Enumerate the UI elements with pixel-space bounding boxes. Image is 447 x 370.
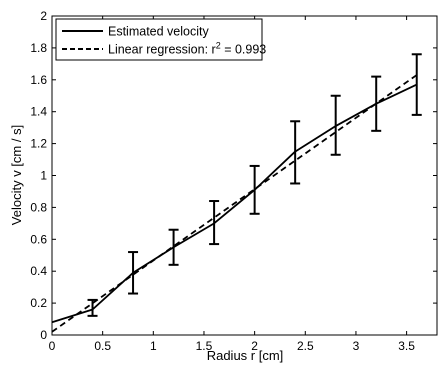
error-bar bbox=[330, 94, 341, 156]
y-tick-label: 0.2 bbox=[30, 296, 47, 310]
x-tick-label: 3.5 bbox=[398, 339, 415, 353]
error-bar bbox=[371, 75, 382, 132]
legend-regression-superscript: 2 bbox=[216, 41, 221, 51]
x-tick-label: 0 bbox=[49, 339, 56, 353]
x-tick-labels: 0 0.5 1 1.5 2 2.5 3 3.5 bbox=[49, 339, 416, 353]
plot-frame bbox=[51, 15, 438, 336]
y-axis-label: Velocity v [cm / s] bbox=[9, 125, 24, 225]
error-bar bbox=[209, 200, 220, 246]
x-axis-label: Radius r [cm] bbox=[207, 348, 284, 363]
x-tick-label: 2 bbox=[251, 339, 258, 353]
legend-label-estimated: Estimated velocity bbox=[108, 25, 209, 39]
legend: Estimated velocity Linear regression: r2… bbox=[55, 18, 266, 61]
error-bar bbox=[87, 298, 98, 317]
x-tick-label: 0.5 bbox=[94, 339, 111, 353]
legend-regression-suffix: = 0.993 bbox=[221, 43, 267, 57]
velocity-line bbox=[51, 83, 418, 324]
legend-label-regression: Linear regression: r2 = 0.993 bbox=[108, 41, 266, 57]
error-bar bbox=[249, 164, 260, 215]
y-tick-label: 1 bbox=[40, 169, 47, 183]
axis-ticks bbox=[51, 15, 437, 336]
error-bar bbox=[128, 251, 139, 295]
error-bar bbox=[411, 53, 422, 116]
x-tick-label: 1.5 bbox=[196, 339, 213, 353]
y-tick-label: 0.8 bbox=[30, 200, 47, 214]
y-tick-labels: 0 0.2 0.4 0.6 0.8 1 1.2 1.4 1.6 1.8 2 bbox=[30, 9, 47, 342]
y-tick-label: 1.6 bbox=[30, 73, 47, 87]
y-tick-label: 0.6 bbox=[30, 232, 47, 246]
x-tick-label: 3 bbox=[353, 339, 360, 353]
legend-regression-text: Linear regression: r bbox=[108, 43, 216, 57]
y-tick-label: 0 bbox=[40, 328, 47, 342]
error-bars bbox=[87, 53, 422, 317]
regression-line bbox=[51, 74, 418, 333]
x-tick-label: 2.5 bbox=[297, 339, 314, 353]
y-tick-label: 0.4 bbox=[30, 264, 47, 278]
legend-box bbox=[55, 18, 263, 61]
y-tick-label: 1.4 bbox=[30, 105, 47, 119]
x-tick-label: 1 bbox=[150, 339, 157, 353]
y-tick-label: 2 bbox=[40, 9, 47, 23]
series-layer bbox=[51, 74, 418, 333]
y-tick-label: 1.8 bbox=[30, 41, 47, 55]
error-bar bbox=[168, 228, 179, 266]
error-bar bbox=[290, 120, 301, 185]
y-tick-label: 1.2 bbox=[30, 137, 47, 151]
